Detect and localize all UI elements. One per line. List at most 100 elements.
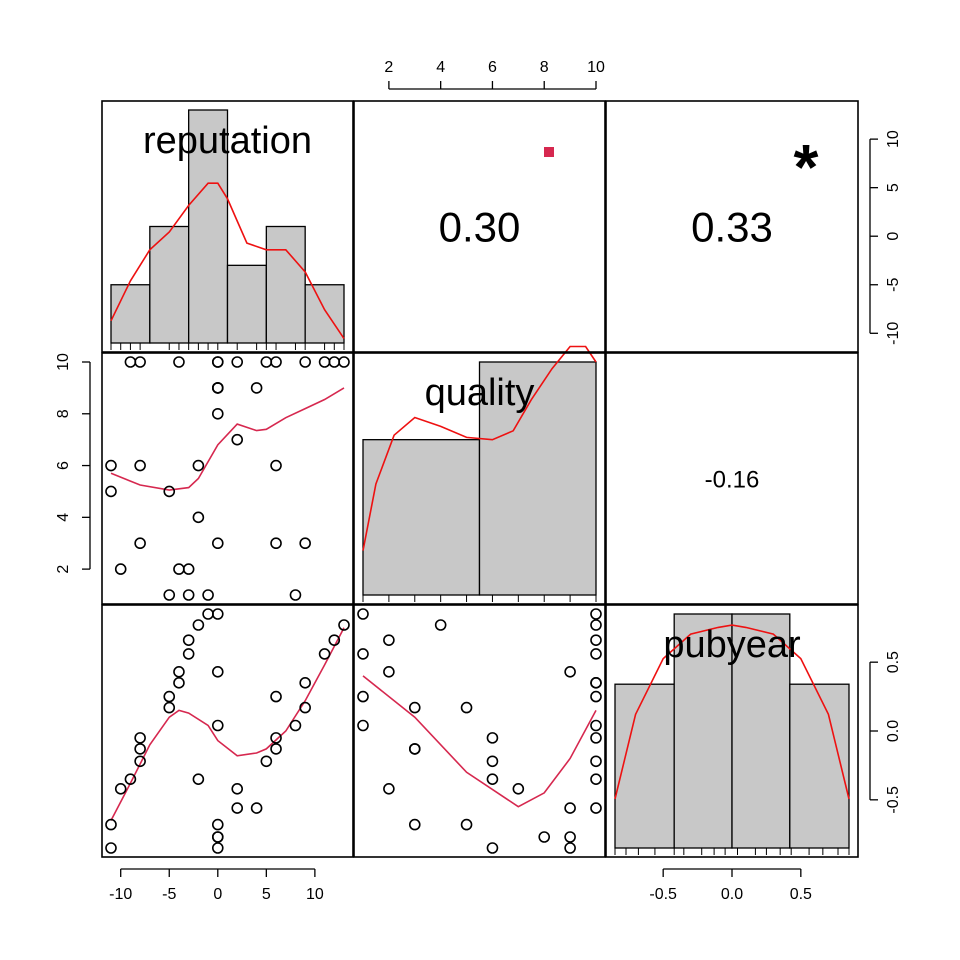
scatter-point-pubyear-vs-quality xyxy=(486,842,499,854)
scatter-point-pubyear-vs-reputation xyxy=(299,701,311,714)
x-axis-tick-label: 5 xyxy=(262,886,271,903)
scatter-point-pubyear-vs-quality xyxy=(590,634,602,646)
scatter-point-pubyear-vs-reputation xyxy=(270,732,282,744)
scatter-point-pubyear-vs-reputation xyxy=(173,666,185,678)
correlation-value: 0.33 xyxy=(691,204,773,251)
panel-frame xyxy=(605,352,859,605)
scatter-point-pubyear-vs-reputation xyxy=(211,842,224,854)
smooth-line-quality_vs_reputation xyxy=(110,387,345,491)
scatter-point-pubyear-vs-reputation xyxy=(211,666,224,678)
scatter-point-quality-vs-reputation xyxy=(211,382,224,394)
density-curve-pubyear xyxy=(614,624,850,800)
scatter-point-quality-vs-reputation xyxy=(192,459,205,472)
scatter-point-pubyear-vs-reputation xyxy=(124,773,137,785)
histogram-bar-reputation xyxy=(149,225,190,344)
scatter-point-pubyear-vs-reputation xyxy=(231,802,244,814)
scatter-point-quality-vs-reputation xyxy=(134,356,146,368)
scatter-point-pubyear-vs-quality xyxy=(408,743,421,755)
scatter-point-pubyear-vs-reputation xyxy=(270,690,282,703)
x-axis-tick-label: 10 xyxy=(306,886,324,903)
scatter-point-pubyear-vs-quality xyxy=(383,634,395,646)
y-axis-tick-label: 6 xyxy=(55,461,72,470)
histogram-bar-reputation xyxy=(265,225,306,344)
significance-dot xyxy=(544,147,554,157)
histogram-bar-reputation xyxy=(110,284,151,344)
scatter-point-quality-vs-reputation xyxy=(114,563,127,575)
scatter-point-pubyear-vs-reputation xyxy=(192,619,205,631)
y-axis-tick-label: -0.5 xyxy=(885,786,902,814)
panel-frames xyxy=(101,100,859,858)
panel-frame xyxy=(101,604,354,858)
scatter-point-pubyear-vs-quality xyxy=(357,608,369,620)
y-axis-tick-label: 8 xyxy=(55,409,72,418)
x-axis-tick-label: 6 xyxy=(488,59,497,76)
x-axis-tick-label: 0.5 xyxy=(790,886,812,903)
scatter-point-pubyear-vs-reputation xyxy=(328,634,341,646)
scatter-point-pubyear-vs-quality xyxy=(357,648,369,660)
x-axis-tick-label: 2 xyxy=(384,59,393,76)
x-axis-tick-label: 4 xyxy=(436,59,445,76)
histogram-bar-quality xyxy=(478,361,597,596)
scatter-point-pubyear-vs-reputation xyxy=(211,818,224,831)
scatter-point-quality-vs-reputation xyxy=(231,356,244,368)
panel-frame xyxy=(605,100,859,353)
scatter-point-pubyear-vs-quality xyxy=(486,732,499,744)
scatter-point-pubyear-vs-quality xyxy=(564,802,576,814)
histogram-bar-quality xyxy=(362,439,481,596)
scatter-point-quality-vs-reputation xyxy=(328,356,341,368)
scatter-point-quality-vs-reputation xyxy=(105,459,117,472)
scatter-point-pubyear-vs-quality xyxy=(590,773,602,785)
scatter-point-pubyear-vs-quality xyxy=(590,802,602,814)
scatter-point-pubyear-vs-quality xyxy=(486,755,499,768)
scatter-point-pubyear-vs-reputation xyxy=(134,732,146,744)
histogram-bar-pubyear xyxy=(673,613,733,849)
x-axis-tick-label: 8 xyxy=(540,59,549,76)
panel-frame xyxy=(353,100,606,353)
y-axis-tick-label: 10 xyxy=(885,130,902,148)
panel-frame xyxy=(101,352,354,605)
scatter-point-pubyear-vs-quality xyxy=(357,719,369,732)
panel-frame xyxy=(101,100,354,353)
scatter-point-pubyear-vs-reputation xyxy=(114,783,127,795)
variable-name-reputation: reputation xyxy=(143,120,312,162)
scatter-point-quality-vs-reputation xyxy=(173,356,185,368)
scatter-point-pubyear-vs-quality xyxy=(590,732,602,744)
curve-layer xyxy=(110,182,850,821)
scatter-point-quality-vs-reputation xyxy=(134,459,146,472)
panel-frame xyxy=(605,604,859,858)
y-axis-tick-label: 4 xyxy=(55,513,72,522)
scatter-point-quality-vs-reputation xyxy=(338,356,350,368)
scatter-point-pubyear-vs-quality xyxy=(564,831,576,843)
x-axis-tick-label: 10 xyxy=(587,59,605,76)
scatter-point-pubyear-vs-quality xyxy=(383,666,395,678)
scatter-point-pubyear-vs-quality xyxy=(512,783,525,795)
scatter-point-pubyear-vs-reputation xyxy=(163,701,176,714)
scatter-point-pubyear-vs-reputation xyxy=(211,608,224,620)
scatter-point-pubyear-vs-reputation xyxy=(173,677,185,689)
scatter-point-pubyear-vs-quality xyxy=(590,690,602,703)
scatter-point-quality-vs-reputation xyxy=(289,589,302,601)
axes-layer xyxy=(82,81,878,877)
scatter-point-pubyear-vs-reputation xyxy=(134,743,146,755)
scatter-point-pubyear-vs-reputation xyxy=(134,755,146,768)
scatter-point-pubyear-vs-quality xyxy=(590,755,602,768)
scatter-point-quality-vs-reputation xyxy=(211,407,224,420)
scatter-point-pubyear-vs-quality xyxy=(460,701,473,714)
scatter-point-pubyear-vs-reputation xyxy=(211,719,224,732)
smooth-line-pubyear_vs_quality xyxy=(362,675,597,808)
panel-frame xyxy=(353,604,606,858)
scatter-point-pubyear-vs-reputation xyxy=(105,818,117,831)
density-curve-reputation xyxy=(110,182,345,340)
scatter-point-pubyear-vs-quality xyxy=(564,666,576,678)
x-axis-tick-label: 0 xyxy=(213,886,222,903)
scatter-point-pubyear-vs-reputation xyxy=(182,634,195,646)
scatter-point-quality-vs-reputation xyxy=(192,511,205,524)
scatter-point-quality-vs-reputation xyxy=(202,589,214,601)
histogram-bar-reputation xyxy=(304,284,345,344)
histogram-bar-reputation xyxy=(226,264,267,344)
scatter-point-quality-vs-reputation xyxy=(182,563,195,575)
scatter-point-pubyear-vs-quality xyxy=(590,619,602,631)
scatter-point-quality-vs-reputation xyxy=(270,459,282,472)
y-axis-tick-label: 0 xyxy=(885,232,902,241)
